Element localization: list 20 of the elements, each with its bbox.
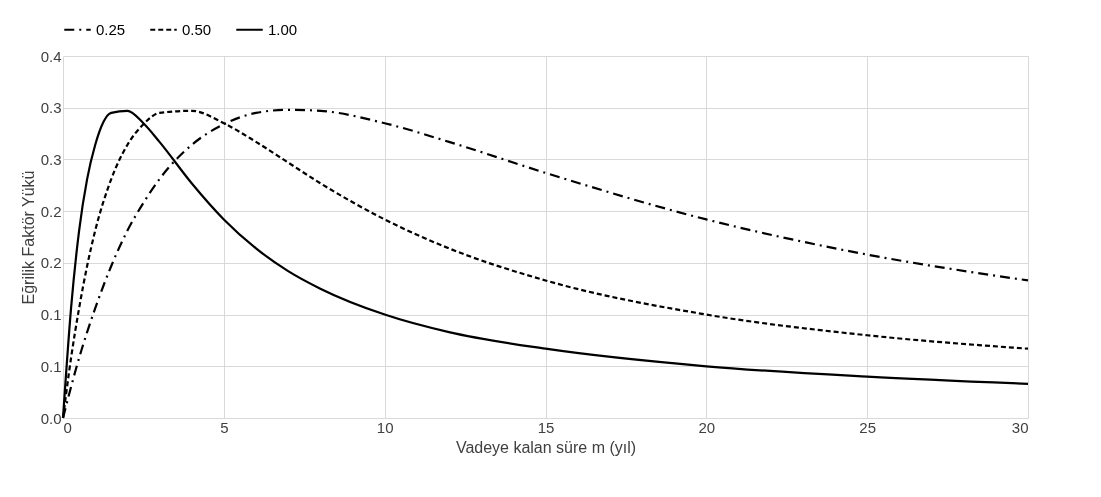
- y-tick-label: 0.4: [40, 47, 62, 65]
- x-tick-label: 25: [859, 418, 877, 436]
- x-tick-label: 20: [698, 418, 716, 436]
- y-axis-title: Eğrilik Faktör Yükü: [19, 170, 37, 305]
- legend-label: 0.25: [96, 20, 126, 38]
- y-tick-label: 0.0: [40, 409, 62, 427]
- y-tick-label: 0.3: [40, 99, 62, 117]
- x-tick-label: 30: [1011, 418, 1029, 436]
- y-tick-label: 0.1: [40, 306, 62, 324]
- x-tick-label: 0: [63, 418, 72, 436]
- legend-label: 1.00: [268, 20, 298, 38]
- x-axis-title: Vadeye kalan süre m (yıl): [455, 438, 637, 456]
- x-tick-label: 15: [537, 418, 555, 436]
- x-tick-label: 10: [376, 418, 394, 436]
- legend-label: 0.50: [182, 20, 212, 38]
- y-tick-label: 0.2: [40, 254, 62, 272]
- x-tick-label: 5: [220, 418, 229, 436]
- y-tick-label: 0.1: [40, 357, 62, 375]
- y-tick-label: 0.3: [40, 150, 62, 168]
- y-tick-label: 0.2: [40, 202, 62, 220]
